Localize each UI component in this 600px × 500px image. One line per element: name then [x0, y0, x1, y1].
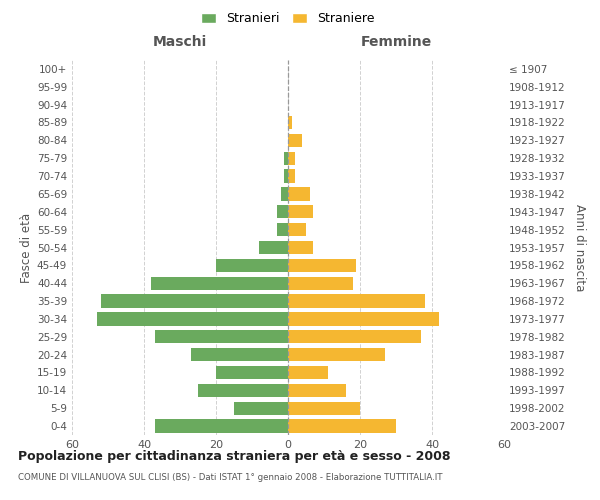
Bar: [216, 258, 288, 272]
Bar: [284, 152, 288, 165]
Bar: [288, 241, 313, 254]
Bar: [288, 402, 360, 415]
Bar: [288, 258, 356, 272]
Bar: [288, 205, 313, 218]
Bar: [259, 241, 288, 254]
Bar: [288, 348, 385, 362]
Bar: [277, 223, 288, 236]
Text: Maschi: Maschi: [153, 36, 207, 50]
Bar: [288, 420, 396, 433]
Bar: [288, 312, 439, 326]
Bar: [97, 312, 288, 326]
Y-axis label: Anni di nascita: Anni di nascita: [572, 204, 586, 291]
Bar: [216, 366, 288, 379]
Bar: [288, 187, 310, 200]
Bar: [288, 170, 295, 183]
Bar: [284, 170, 288, 183]
Bar: [155, 330, 288, 344]
Bar: [288, 294, 425, 308]
Bar: [288, 134, 302, 147]
Bar: [288, 223, 306, 236]
Bar: [277, 205, 288, 218]
Bar: [101, 294, 288, 308]
Legend: Stranieri, Straniere: Stranieri, Straniere: [197, 8, 379, 29]
Text: Femmine: Femmine: [361, 36, 431, 50]
Text: COMUNE DI VILLANUOVA SUL CLISI (BS) - Dati ISTAT 1° gennaio 2008 - Elaborazione : COMUNE DI VILLANUOVA SUL CLISI (BS) - Da…: [18, 472, 443, 482]
Bar: [151, 276, 288, 290]
Bar: [288, 276, 353, 290]
Bar: [281, 187, 288, 200]
Bar: [288, 384, 346, 397]
Bar: [198, 384, 288, 397]
Bar: [191, 348, 288, 362]
Bar: [288, 116, 292, 129]
Bar: [234, 402, 288, 415]
Bar: [288, 366, 328, 379]
Text: Popolazione per cittadinanza straniera per età e sesso - 2008: Popolazione per cittadinanza straniera p…: [18, 450, 451, 463]
Bar: [155, 420, 288, 433]
Bar: [288, 330, 421, 344]
Bar: [288, 152, 295, 165]
Y-axis label: Fasce di età: Fasce di età: [20, 212, 33, 282]
